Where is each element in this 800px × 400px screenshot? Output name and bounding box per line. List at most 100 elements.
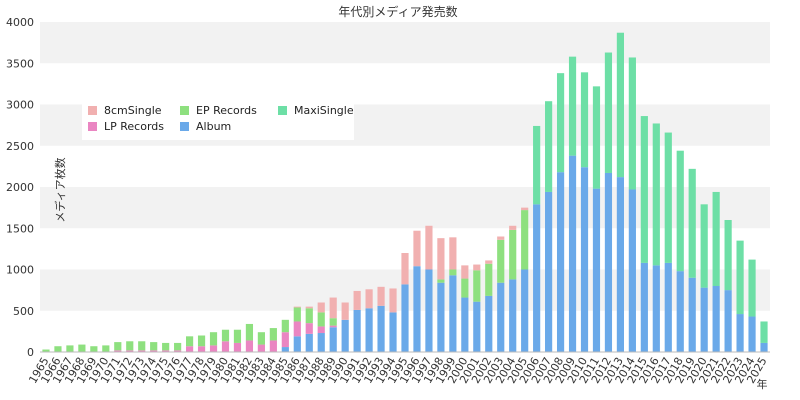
bar bbox=[748, 259, 756, 317]
bar bbox=[138, 341, 146, 351]
bar bbox=[437, 282, 445, 352]
bar bbox=[461, 265, 469, 279]
bar bbox=[401, 284, 409, 352]
bar bbox=[353, 290, 361, 310]
x-axis-label: 年 bbox=[757, 377, 768, 391]
x-axis: 1965196619671968196919701971197219731974… bbox=[26, 351, 770, 386]
legend-swatch bbox=[180, 122, 189, 131]
bar bbox=[209, 332, 218, 346]
bar bbox=[293, 306, 301, 308]
bar bbox=[616, 177, 624, 352]
bar bbox=[377, 305, 385, 352]
bar bbox=[114, 350, 122, 352]
bar bbox=[724, 220, 732, 291]
bar bbox=[162, 350, 170, 352]
bar bbox=[437, 279, 445, 283]
bar bbox=[329, 297, 337, 319]
bar bbox=[485, 260, 493, 264]
grid-band bbox=[40, 145, 770, 187]
grid-band bbox=[40, 187, 770, 229]
bar bbox=[568, 155, 577, 352]
bar bbox=[604, 52, 613, 173]
bar bbox=[305, 323, 313, 334]
bar bbox=[652, 123, 660, 266]
y-axis: 0 500 1000 1500 2000 2500 3000 3500 4000 bbox=[6, 16, 34, 359]
bar bbox=[449, 269, 457, 276]
bar bbox=[497, 282, 505, 352]
y-tick-label: 4000 bbox=[6, 16, 34, 29]
legend-label: Album bbox=[196, 120, 231, 133]
legend: 8cmSingle EP Records MaxiSingle LP Records A… bbox=[82, 102, 354, 140]
bar bbox=[162, 342, 170, 351]
bar bbox=[437, 238, 445, 280]
bar bbox=[568, 56, 577, 156]
bar bbox=[473, 301, 481, 352]
bar bbox=[425, 269, 433, 352]
bar bbox=[521, 207, 529, 211]
bar bbox=[688, 168, 696, 278]
bar bbox=[473, 264, 481, 271]
series-album bbox=[281, 155, 768, 352]
y-tick-label: 2500 bbox=[6, 140, 34, 153]
bar bbox=[748, 316, 756, 352]
grid-band bbox=[40, 22, 770, 64]
bar bbox=[150, 350, 158, 352]
bar bbox=[389, 312, 397, 352]
bar bbox=[377, 286, 385, 306]
bar bbox=[365, 289, 373, 309]
bar bbox=[305, 308, 313, 324]
bar bbox=[556, 73, 565, 173]
bar bbox=[485, 263, 493, 296]
bar bbox=[90, 346, 98, 352]
bar bbox=[233, 329, 242, 343]
y-axis-label: メディア枚数 bbox=[53, 157, 67, 222]
bar bbox=[413, 230, 421, 267]
bar bbox=[174, 350, 182, 352]
bar bbox=[221, 329, 230, 342]
legend-background bbox=[82, 102, 354, 140]
bar bbox=[353, 309, 361, 352]
bar bbox=[509, 229, 517, 280]
legend-swatch bbox=[180, 106, 189, 115]
bar bbox=[676, 271, 684, 352]
bar bbox=[269, 340, 277, 352]
bar bbox=[521, 210, 529, 270]
bar bbox=[42, 349, 50, 352]
bar bbox=[174, 342, 182, 351]
bar bbox=[257, 332, 265, 345]
bar bbox=[389, 288, 397, 313]
bar bbox=[233, 342, 242, 352]
legend-label: EP Records bbox=[196, 104, 257, 117]
bar bbox=[497, 239, 505, 283]
bar bbox=[317, 326, 325, 334]
bar bbox=[329, 327, 337, 352]
legend-swatch bbox=[88, 122, 97, 131]
bar bbox=[102, 345, 110, 352]
series-lp-records bbox=[114, 321, 337, 352]
series-8cmsingle bbox=[293, 207, 529, 320]
bar bbox=[221, 341, 230, 352]
bar bbox=[580, 72, 589, 168]
bar bbox=[329, 318, 337, 326]
bar bbox=[114, 342, 122, 351]
bar bbox=[449, 237, 457, 270]
bar bbox=[473, 270, 481, 302]
bar bbox=[317, 333, 325, 352]
bar bbox=[150, 342, 158, 351]
legend-swatch bbox=[88, 106, 97, 115]
bar bbox=[545, 101, 553, 192]
bar bbox=[257, 344, 265, 352]
bar bbox=[533, 125, 541, 205]
bar bbox=[305, 333, 313, 352]
bar bbox=[664, 132, 672, 263]
bar bbox=[186, 346, 194, 352]
bar bbox=[365, 308, 373, 352]
bar bbox=[700, 287, 708, 352]
bar bbox=[509, 225, 517, 230]
bar bbox=[616, 32, 624, 178]
bar bbox=[521, 269, 529, 352]
y-tick-label: 2000 bbox=[6, 181, 34, 194]
bar bbox=[341, 302, 349, 320]
bar bbox=[126, 341, 134, 351]
bar bbox=[676, 150, 684, 272]
